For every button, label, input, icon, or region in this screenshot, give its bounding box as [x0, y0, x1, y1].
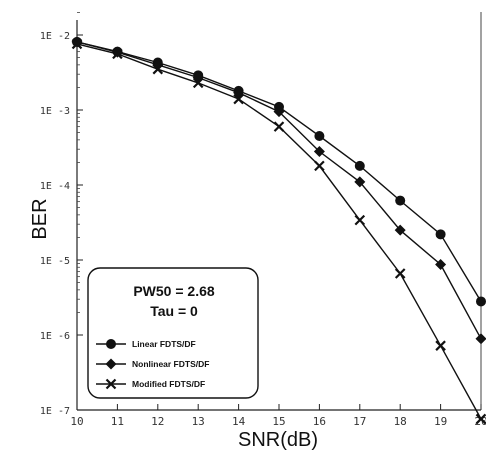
x-tick-label: 15 [272, 415, 285, 428]
x-tick-label: 19 [434, 415, 447, 428]
data-point [435, 340, 446, 351]
data-point [112, 48, 123, 60]
legend-items: Linear FDTS/DF Nonlinear FDTS/DF Modified … [96, 339, 209, 390]
x-tick-label: 17 [353, 415, 366, 428]
data-point [394, 268, 406, 279]
x-tick-label: 11 [111, 415, 124, 428]
y-axis-title: BER [29, 198, 51, 239]
x-axis-title: SNR(dB) [238, 429, 318, 451]
data-point [354, 160, 365, 171]
data-point [273, 121, 285, 132]
legend-label: Nonlinear FDTS/DF [132, 359, 209, 369]
series-layer [71, 36, 486, 425]
data-point [354, 214, 366, 226]
x-axis-ticks: 10 11 12 13 14 15 16 17 18 19 20 [70, 404, 486, 428]
data-point [71, 38, 83, 50]
data-point [314, 131, 325, 142]
data-point [395, 195, 406, 206]
y-tick-label: 1E -2 [40, 31, 70, 42]
x-tick-label: 16 [313, 415, 326, 428]
data-point [233, 93, 244, 105]
data-point [313, 145, 325, 157]
x-tick-label: 13 [192, 415, 205, 428]
x-tick-label: 20 [474, 415, 486, 428]
y-tick-label: 1E -6 [40, 331, 70, 342]
data-point [314, 160, 325, 172]
data-point [192, 77, 204, 89]
x-tick-label: 14 [232, 415, 246, 428]
y-tick-label: 1E -3 [40, 106, 70, 117]
x-tick-label: 12 [151, 415, 164, 428]
legend-box: PW50 = 2.68 Tau = 0 Linear FDTS/DF Nonlin… [87, 267, 259, 399]
data-point [394, 224, 406, 236]
data-point [435, 259, 447, 271]
data-point [475, 413, 486, 425]
annotation-tau: Tau = 0 [150, 303, 198, 319]
y-tick-label: 1E -4 [40, 181, 70, 192]
data-point [476, 296, 486, 307]
data-point [71, 36, 83, 48]
x-tick-label: 10 [70, 415, 83, 428]
series-line [76, 41, 482, 302]
y-tick-label: 1E -5 [40, 256, 70, 267]
legend-marker [106, 339, 116, 349]
annotation-pw50: PW50 = 2.68 [133, 283, 215, 299]
legend-marker [105, 358, 117, 370]
data-point [152, 63, 164, 75]
x-tick-label: 18 [394, 415, 407, 428]
data-point [475, 333, 486, 345]
data-point [354, 176, 366, 188]
data-point [273, 106, 285, 118]
legend-marker [105, 378, 117, 390]
legend-frame [87, 267, 259, 399]
y-tick-label: 1E -7 [40, 406, 70, 417]
legend-label: Linear FDTS/DF [132, 339, 196, 349]
legend-label: Modified FDTS/DF [132, 379, 205, 389]
data-point [435, 229, 446, 240]
